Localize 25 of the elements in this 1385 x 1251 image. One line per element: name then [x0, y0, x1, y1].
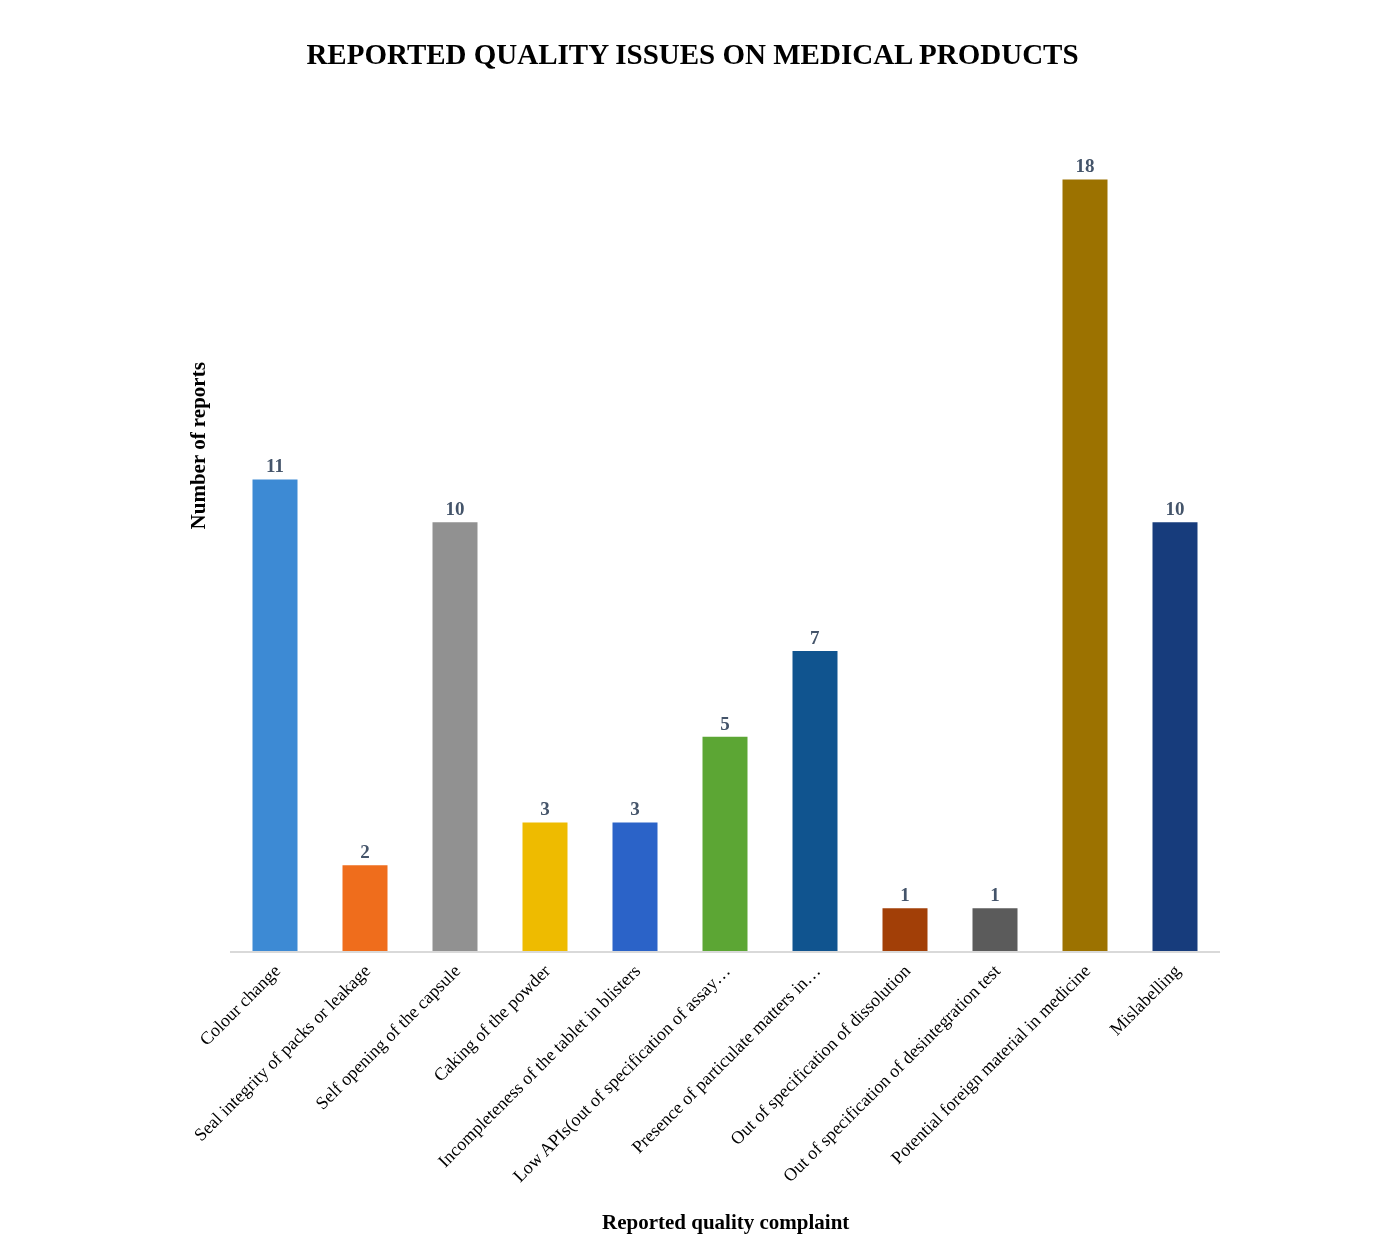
- data-label: 7: [810, 626, 820, 648]
- data-label: 10: [1165, 498, 1185, 520]
- bar: [882, 908, 928, 951]
- bar: [252, 479, 298, 951]
- data-label: 1: [900, 884, 910, 906]
- data-label: 3: [540, 798, 550, 820]
- bar: [1152, 522, 1198, 951]
- data-label: 11: [266, 455, 284, 477]
- bar: [1062, 179, 1108, 951]
- bar: [702, 736, 748, 951]
- data-label: 2: [360, 841, 370, 863]
- bar: [792, 650, 838, 951]
- data-label: 18: [1075, 155, 1095, 177]
- x-axis-title: Reported quality complaint: [602, 1210, 850, 1234]
- bar: [972, 908, 1018, 951]
- bar: [342, 865, 388, 951]
- bar: [612, 822, 658, 951]
- bar: [522, 822, 568, 951]
- data-label: 5: [720, 712, 730, 734]
- bar: [432, 522, 478, 951]
- y-axis-title: Number of reports: [185, 362, 210, 530]
- data-label: 10: [445, 498, 465, 520]
- chart-title: REPORTED QUALITY ISSUES ON MEDICAL PRODUCTS: [306, 38, 1079, 71]
- data-label: 1: [990, 884, 1000, 906]
- data-label: 3: [630, 798, 640, 820]
